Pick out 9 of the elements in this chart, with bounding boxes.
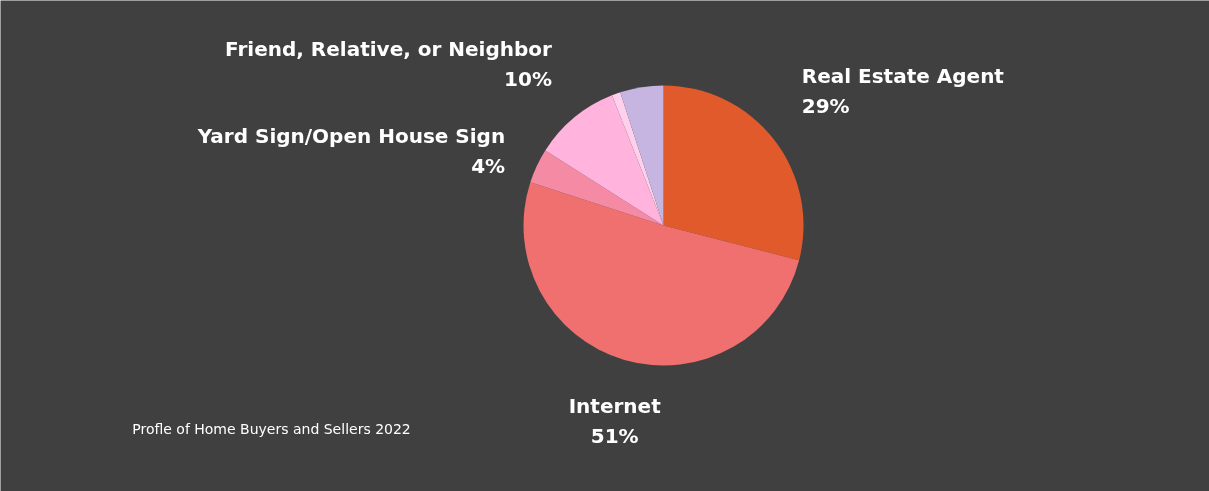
slice-label: Internet [568, 393, 662, 418]
data-label: 51% [590, 423, 639, 448]
data-label: 29% [801, 94, 850, 119]
slice-label: Real Estate Agent [801, 64, 1005, 89]
data-label: 4% [471, 153, 506, 178]
slice-label: Friend, Relative, or Neighbor [225, 36, 553, 61]
data-label: 10% [504, 66, 552, 91]
text: Profle of Home Buyers and Sellers 2022 [132, 420, 411, 437]
slice-label: Yard Sign/Open House Sign [196, 123, 506, 148]
